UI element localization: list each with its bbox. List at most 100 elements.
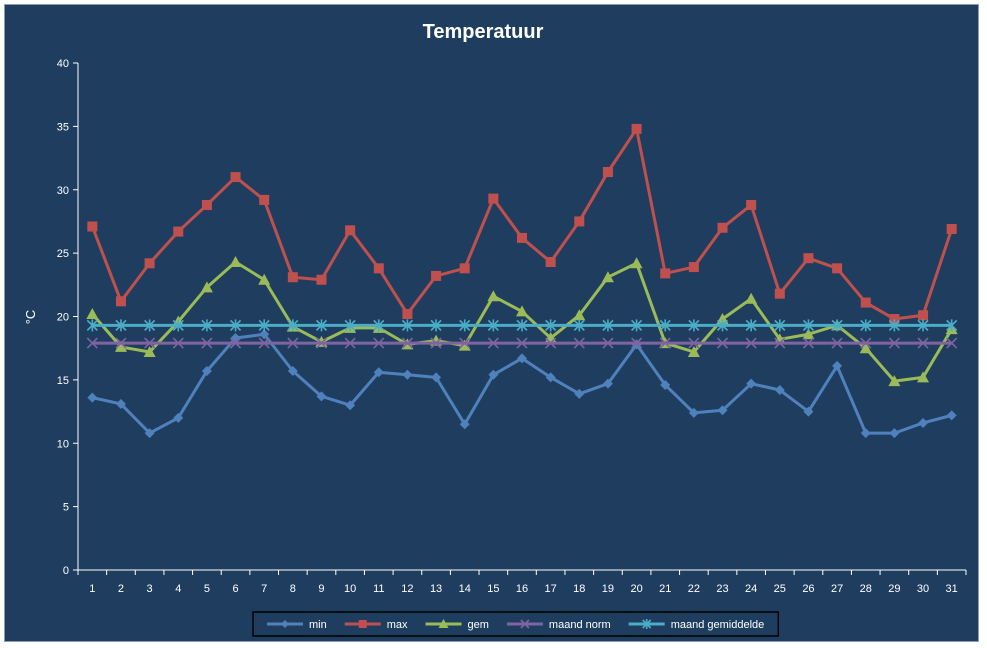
data-point-max [860, 297, 871, 308]
data-point-min [459, 419, 470, 430]
data-point-maand-gemiddelde [716, 319, 729, 332]
series-line-min [91, 332, 953, 435]
data-point-maand-norm [373, 337, 385, 349]
data-point-max [717, 222, 728, 233]
legend-item-min: min [267, 619, 327, 631]
data-point-maand-gemiddelde [115, 319, 127, 332]
data-point-min [345, 400, 356, 411]
data-point-maand-norm [888, 337, 900, 349]
legend-label: maand norm [549, 619, 611, 631]
x-tick-label: 19 [602, 583, 614, 595]
data-point-maand-gemiddelde [516, 319, 528, 332]
data-point-maand-gemiddelde [144, 319, 156, 332]
data-point-max [459, 263, 470, 274]
data-point-min [574, 388, 585, 399]
data-point-min [316, 391, 327, 402]
data-point-maand-gemiddelde [401, 319, 413, 332]
y-axis-label: °C [23, 310, 38, 325]
data-point-gem [601, 271, 614, 283]
legend-swatch-marker [520, 619, 530, 629]
data-point-maand-gemiddelde [487, 319, 499, 332]
x-tick-label: 20 [630, 583, 642, 595]
chart-frame: Temperatuur °C 0 5 10 15 20 25 30 35 40 1 2 3 4 5 6 7 8 9… [4, 4, 979, 642]
x-tick-label: 22 [688, 583, 700, 595]
data-point-max [832, 263, 843, 274]
legend-swatch-marker [281, 620, 289, 628]
data-point-maand-gemiddelde [86, 319, 98, 332]
x-tick-label: 26 [802, 583, 814, 595]
data-point-maand-norm [946, 337, 958, 349]
x-tick-label: 30 [917, 583, 929, 595]
data-point-max [660, 268, 671, 279]
data-point-maand-gemiddelde [946, 319, 958, 332]
data-point-maand-gemiddelde [573, 319, 585, 332]
data-point-maand-gemiddelde [774, 319, 786, 332]
x-tick-label: 6 [232, 583, 238, 595]
x-tick-label: 31 [946, 583, 958, 595]
data-point-maand-gemiddelde [229, 319, 242, 332]
data-point-maand-gemiddelde [459, 319, 471, 332]
data-point-max [373, 263, 384, 274]
data-point-max [517, 232, 527, 243]
data-point-min [87, 392, 98, 403]
data-point-min [946, 410, 957, 421]
data-point-min [860, 428, 871, 439]
x-tick-label: 12 [401, 583, 413, 595]
legend-label: maand gemiddelde [671, 619, 765, 631]
data-point-max [946, 224, 957, 235]
data-point-maand-norm [602, 337, 614, 349]
data-point-max [115, 296, 126, 307]
data-point-maand-norm [917, 337, 929, 349]
data-point-max [803, 253, 814, 264]
data-point-gem [458, 339, 471, 351]
data-point-maand-norm [716, 337, 729, 349]
data-point-gem [516, 305, 528, 317]
data-point-maand-norm [516, 337, 528, 349]
data-point-maand-norm [860, 337, 872, 349]
series-maand-norm [86, 337, 958, 349]
x-tick-label: 18 [573, 583, 585, 595]
data-point-max [488, 193, 499, 204]
data-point-maand-norm [430, 337, 442, 349]
y-tick-label: 35 [57, 121, 69, 133]
data-point-maand-norm [545, 337, 557, 349]
data-point-max [631, 123, 642, 134]
data-point-maand-gemiddelde [172, 319, 184, 332]
data-point-maand-gemiddelde [831, 319, 843, 332]
data-point-min [660, 379, 671, 390]
data-point-max [287, 272, 298, 283]
data-point-min [402, 369, 413, 380]
data-point-maand-gemiddelde [745, 319, 757, 332]
series-max [87, 123, 957, 325]
data-point-min [201, 366, 212, 377]
legend-swatch-marker [438, 619, 449, 628]
legend-label: gem [468, 619, 489, 631]
data-point-maand-gemiddelde [344, 319, 356, 332]
x-tick-label: 17 [545, 583, 557, 595]
data-point-maand-norm [86, 337, 98, 349]
data-point-min [115, 398, 126, 409]
x-tick-label: 21 [659, 583, 671, 595]
data-point-maand-norm [229, 337, 242, 349]
data-point-min [545, 372, 556, 383]
data-point-gem [86, 307, 99, 319]
series-min [87, 329, 957, 439]
y-tick-label: 15 [57, 375, 69, 387]
legend-item-maand-norm: maand norm [506, 619, 611, 631]
x-tick-label: 1 [89, 583, 95, 595]
x-tick-label: 5 [204, 583, 210, 595]
legend-item-max: max [344, 619, 408, 631]
data-point-gem [888, 375, 901, 387]
data-point-gem [258, 273, 271, 285]
x-tick-label: 27 [831, 583, 843, 595]
x-tick-label: 2 [118, 583, 124, 595]
data-point-maand-norm [659, 337, 671, 349]
data-point-max [574, 216, 585, 227]
x-tick-label: 25 [774, 583, 786, 595]
data-point-maand-norm [631, 337, 643, 349]
legend-item-gem: gem [425, 619, 489, 631]
series-maand-gemiddelde [86, 319, 958, 332]
data-point-gem [773, 333, 786, 345]
